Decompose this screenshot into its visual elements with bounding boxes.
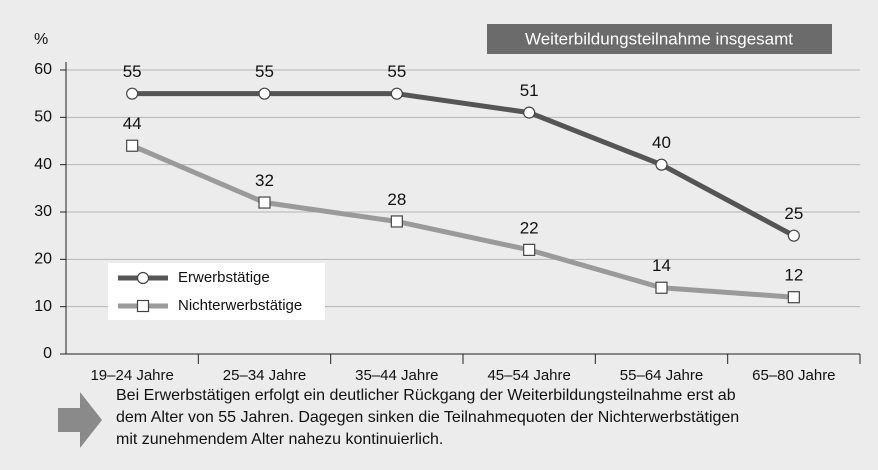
- marker: [655, 158, 668, 171]
- data-label: 28: [387, 190, 406, 209]
- y-tick-label: 50: [34, 109, 52, 126]
- data-label: 44: [123, 114, 142, 133]
- marker: [136, 271, 150, 285]
- y-tick-label: 20: [34, 251, 52, 268]
- marker: [390, 87, 403, 100]
- marker: [390, 215, 403, 228]
- x-tick-label: 65–80 Jahre: [752, 367, 835, 384]
- data-label: 14: [652, 256, 671, 275]
- marker: [523, 243, 536, 256]
- data-label: 22: [520, 218, 539, 237]
- marker: [126, 139, 139, 152]
- data-label: 12: [784, 266, 803, 285]
- x-tick-label: 55–64 Jahre: [620, 367, 703, 384]
- marker: [258, 87, 271, 100]
- arrow-icon: [58, 392, 102, 448]
- y-tick-label: 30: [34, 203, 52, 220]
- annotation-line: dem Alter von 55 Jahren. Dagegen sinken …: [116, 409, 739, 426]
- title-box: [487, 24, 832, 54]
- data-label: 32: [255, 171, 274, 190]
- data-label: 25: [784, 204, 803, 223]
- marker: [655, 281, 668, 294]
- marker: [523, 106, 536, 119]
- x-tick-label: 35–44 Jahre: [355, 367, 438, 384]
- marker: [126, 87, 139, 100]
- marker: [787, 229, 800, 242]
- marker: [787, 291, 800, 304]
- series-line: [131, 143, 795, 300]
- marker: [258, 196, 271, 209]
- data-label: 55: [255, 62, 274, 81]
- y-tick-label: 40: [34, 156, 52, 173]
- marker: [136, 299, 150, 313]
- annotation-line: Bei Erwerbstätigen erfolgt ein deutliche…: [116, 387, 736, 404]
- data-label: 55: [387, 62, 406, 81]
- data-label: 40: [652, 133, 671, 152]
- legend-label: Erwerbstätige: [178, 269, 270, 286]
- annotation-line: mit zunehmendem Alter nahezu kontinuierl…: [116, 431, 443, 448]
- y-tick-label: 10: [34, 298, 52, 315]
- x-tick-label: 45–54 Jahre: [487, 367, 570, 384]
- y-axis-label: %: [34, 31, 48, 48]
- data-label: 55: [123, 62, 142, 81]
- series-line: [132, 91, 796, 238]
- y-tick-label: 60: [34, 61, 52, 78]
- x-tick-label: 19–24 Jahre: [90, 367, 173, 384]
- x-tick-label: 25–34 Jahre: [223, 367, 306, 384]
- legend-label: Nichterwerbstätige: [178, 297, 302, 314]
- y-tick-label: 0: [43, 345, 52, 362]
- data-label: 51: [520, 81, 539, 100]
- chart-title: Weiterbildungsteilnahme insgesamt: [525, 29, 793, 48]
